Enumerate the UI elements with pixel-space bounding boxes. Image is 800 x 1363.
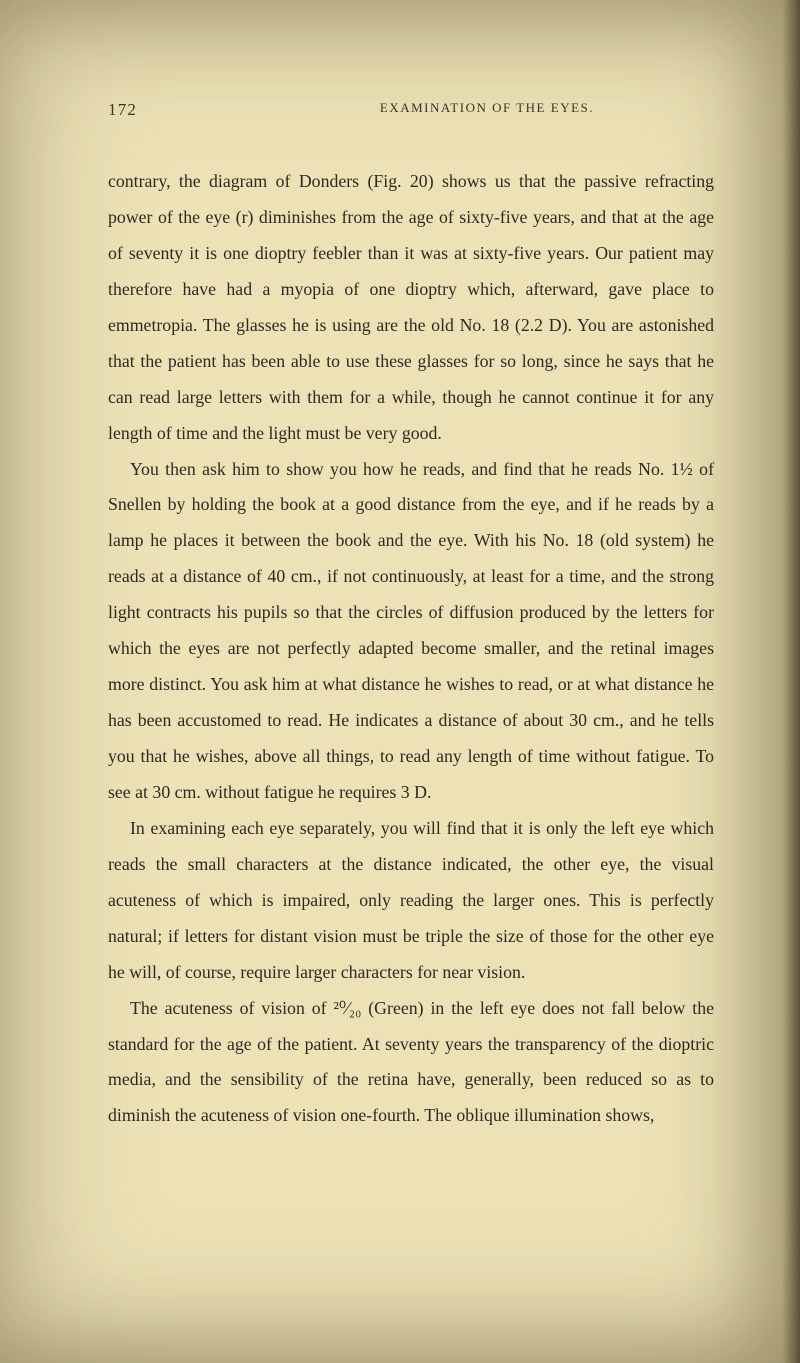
paragraph-2: You then ask him to show you how he read… — [108, 452, 714, 811]
paragraph-3: In examining each eye separately, you wi… — [108, 811, 714, 991]
paragraph-1: contrary, the diagram of Donders (Fig. 2… — [108, 164, 714, 452]
document-page: 172 EXAMINATION OF THE EYES. contrary, t… — [0, 0, 800, 1363]
header-title: EXAMINATION OF THE EYES. — [380, 100, 714, 120]
body-text: contrary, the diagram of Donders (Fig. 2… — [108, 164, 714, 1134]
paragraph-4: The acuteness of vision of ²⁰⁄₂₀ (Green)… — [108, 991, 714, 1135]
page-number: 172 — [108, 100, 137, 120]
page-header: 172 EXAMINATION OF THE EYES. — [108, 100, 714, 120]
